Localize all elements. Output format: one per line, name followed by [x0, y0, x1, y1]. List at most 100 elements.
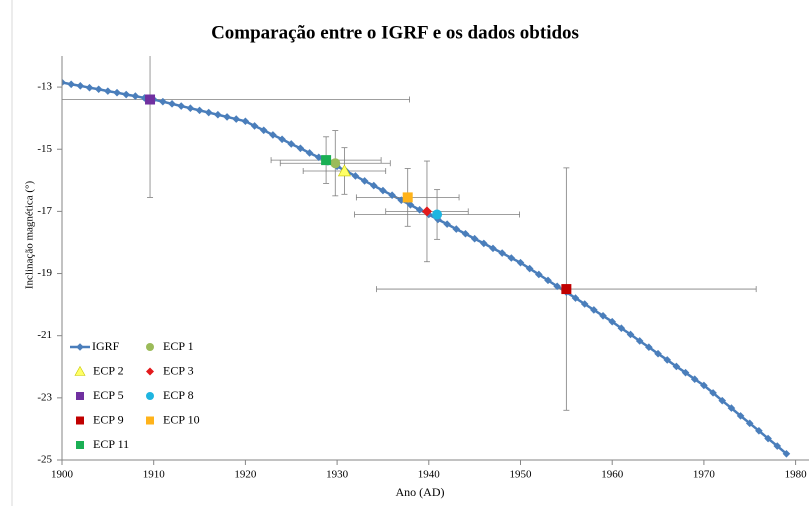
marker: [727, 404, 736, 412]
legend-symbol: [146, 392, 154, 400]
legend-marker: [146, 367, 154, 376]
x-tick-label: 1900: [51, 469, 74, 481]
legend-marker: [76, 392, 84, 400]
marker: [186, 104, 195, 113]
marker: [599, 312, 607, 320]
marker: [608, 317, 616, 326]
legend-marker: [74, 365, 86, 376]
marker: [321, 155, 332, 166]
marker: [571, 294, 580, 302]
marker: [626, 330, 635, 339]
legend-label: ECP 3: [163, 363, 194, 377]
marker: [379, 186, 387, 195]
marker: [241, 117, 250, 126]
marker: [159, 97, 167, 106]
marker: [617, 324, 626, 333]
y-axis-label: Inclinação magnética (°): [24, 181, 36, 290]
marker: [434, 215, 442, 224]
marker: [415, 206, 424, 214]
marker: [104, 87, 112, 95]
marker: [369, 181, 378, 190]
legend-marker: [146, 392, 154, 400]
legend-symbol: [76, 441, 84, 449]
marker: [131, 92, 140, 100]
marker: [232, 115, 241, 123]
legend-symbol: [146, 416, 154, 425]
x-tick-label: 1960: [601, 469, 624, 481]
marker: [145, 94, 156, 105]
marker: [62, 78, 66, 87]
marker: [773, 442, 782, 450]
marker: [590, 306, 598, 314]
marker: [709, 389, 717, 397]
marker: [755, 426, 763, 435]
marker: [67, 80, 75, 89]
marker: [296, 144, 305, 153]
marker: [443, 220, 451, 228]
marker: [214, 110, 222, 119]
y-tick-label: -13: [37, 81, 52, 93]
marker: [287, 140, 296, 148]
marker: [690, 375, 699, 383]
legend-marker: [76, 343, 84, 351]
marker: [360, 177, 369, 185]
marker: [337, 164, 351, 177]
y-tick-label: -17: [37, 205, 52, 217]
x-axis-label: Ano (AD): [396, 485, 445, 499]
legend-marker: [76, 416, 84, 425]
y-tick-label: -25: [37, 454, 52, 466]
legend: IGRF ECP 1 ECP 2 ECP 3 ECP 5 ECP 8 ECP 9 ECP 10…: [70, 339, 200, 451]
marker: [480, 239, 488, 248]
marker: [635, 337, 644, 345]
x-tick-label: 1920: [234, 469, 257, 481]
legend-label: ECP 1: [163, 339, 194, 353]
y-tick-label: -15: [37, 143, 52, 155]
marker: [452, 225, 461, 233]
x-tick-label: 1980: [785, 469, 808, 481]
legend-label: ECP 11: [93, 437, 129, 451]
marker: [223, 113, 231, 121]
marker: [507, 254, 516, 262]
marker: [544, 276, 552, 285]
marker: [553, 282, 561, 291]
legend-symbol: [76, 392, 84, 400]
y-tick-label: -23: [37, 391, 52, 403]
marker: [250, 122, 259, 130]
marker: [654, 349, 662, 358]
marker: [388, 191, 396, 200]
marker: [432, 209, 443, 220]
legend-symbol: [146, 367, 154, 376]
marker: [76, 82, 85, 90]
marker: [94, 85, 103, 94]
marker: [498, 249, 506, 257]
marker: [406, 201, 415, 209]
legend-marker: [146, 416, 154, 425]
marker: [122, 90, 130, 99]
marker: [177, 102, 186, 110]
marker: [681, 368, 690, 377]
marker: [330, 158, 341, 169]
marker: [85, 83, 94, 92]
marker: [561, 284, 572, 295]
marker: [736, 412, 745, 420]
legend-symbol: [76, 416, 84, 425]
marker: [672, 362, 681, 371]
marker: [489, 244, 497, 253]
marker: [745, 419, 754, 428]
marker: [580, 300, 589, 308]
marker: [195, 106, 204, 115]
marker: [525, 264, 534, 273]
marker: [645, 343, 653, 351]
legend-label: ECP 8: [163, 388, 194, 402]
marker: [314, 153, 323, 162]
marker: [259, 126, 268, 135]
x-tick-label: 1930: [326, 469, 349, 481]
marker: [269, 131, 277, 139]
y-tick-label: -21: [37, 329, 52, 341]
legend-label: ECP 5: [93, 388, 124, 402]
x-tick-label: 1950: [510, 469, 533, 481]
marker: [402, 192, 413, 203]
marker: [351, 172, 360, 180]
legend-symbol: [74, 365, 86, 376]
